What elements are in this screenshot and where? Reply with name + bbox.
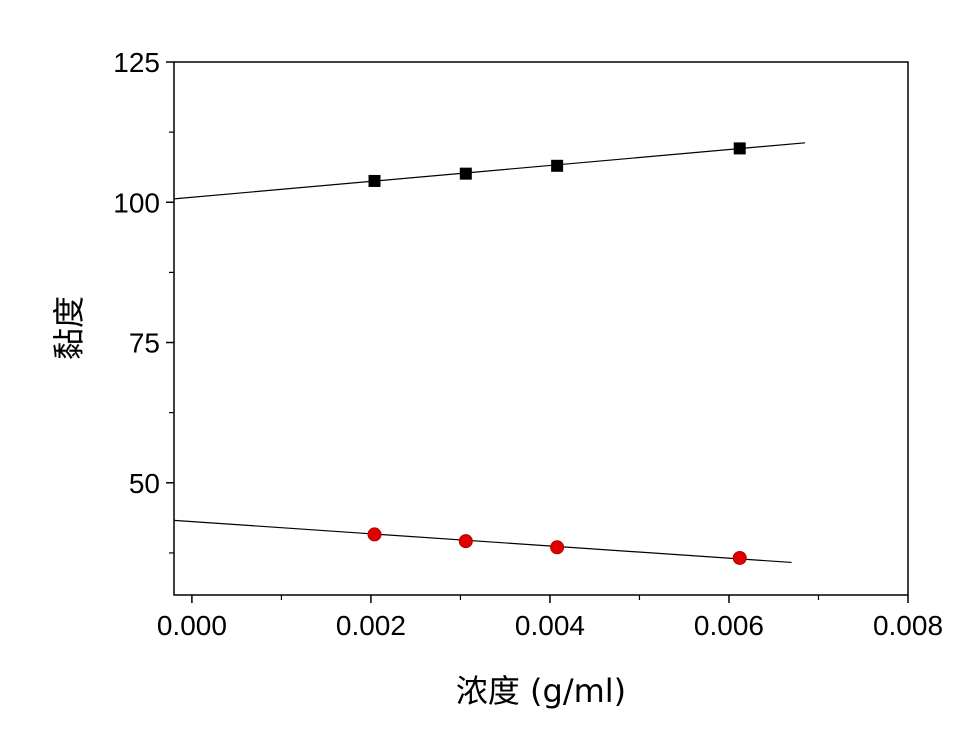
circle-marker	[458, 534, 473, 549]
fit-line-1	[173, 142, 806, 200]
fit-lines	[173, 142, 806, 564]
x-tick-label: 0.004	[515, 610, 585, 641]
x-tick-label: 0.002	[336, 610, 406, 641]
x-tick-label: 0.006	[694, 610, 764, 641]
x-axis-title: 浓度 (g/ml)	[456, 672, 626, 710]
y-tick-label: 75	[129, 328, 160, 359]
axis-ticks	[166, 61, 909, 603]
fit-line-2	[173, 519, 792, 564]
square-marker	[551, 159, 564, 172]
x-tick-label: 0.000	[157, 610, 227, 641]
data-points	[367, 142, 747, 565]
circle-marker	[732, 550, 747, 565]
y-tick-label: 100	[113, 187, 160, 218]
square-marker	[459, 167, 472, 180]
plot-frame	[173, 61, 909, 596]
circle-marker	[550, 540, 565, 555]
tick-labels: 0.000 0.002 0.004 0.006 0.008 50 75 100 125	[113, 47, 943, 641]
square-marker	[733, 142, 746, 155]
x-tick-label: 0.008	[873, 610, 943, 641]
y-axis-title: 黏度	[50, 296, 88, 360]
square-marker	[368, 174, 381, 187]
circle-marker	[367, 527, 382, 542]
y-tick-label: 50	[129, 468, 160, 499]
y-tick-label: 125	[113, 47, 160, 78]
